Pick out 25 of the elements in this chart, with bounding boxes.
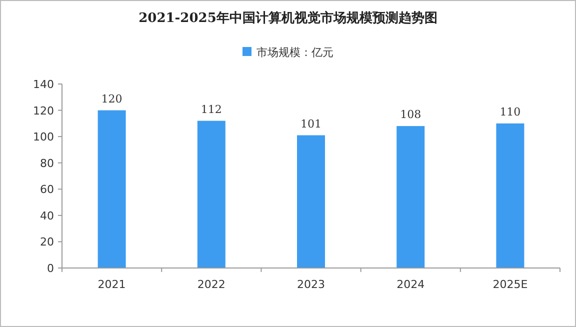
data-label: 110 — [500, 105, 521, 118]
legend-label: 市场规模：亿元 — [256, 46, 334, 59]
y-tick-label: 140 — [33, 78, 54, 91]
y-tick-label: 60 — [40, 183, 54, 196]
chart-title: 2021-2025年中国计算机视觉市场规模预测趋势图 — [138, 10, 438, 26]
data-label: 112 — [200, 102, 222, 116]
x-tick-label: 2024 — [396, 278, 425, 291]
x-tick-label: 2022 — [197, 278, 226, 291]
data-label: 120 — [101, 92, 122, 106]
x-tick-label: 2021 — [98, 278, 126, 291]
y-tick-label: 120 — [33, 104, 54, 118]
bar — [496, 123, 524, 268]
y-tick-label: 100 — [33, 130, 54, 144]
y-tick-label: 80 — [40, 156, 54, 170]
x-tick-label: 2023 — [297, 278, 325, 291]
bar — [297, 135, 325, 268]
x-tick-label: 2025E — [492, 278, 528, 291]
bar — [197, 120, 226, 268]
y-tick-label: 20 — [40, 236, 54, 249]
y-tick-label: 40 — [40, 209, 54, 222]
data-label: 108 — [400, 108, 422, 122]
bar — [98, 110, 126, 268]
bar — [396, 126, 425, 268]
data-label: 101 — [300, 117, 322, 130]
y-tick-label: 0 — [47, 262, 54, 275]
